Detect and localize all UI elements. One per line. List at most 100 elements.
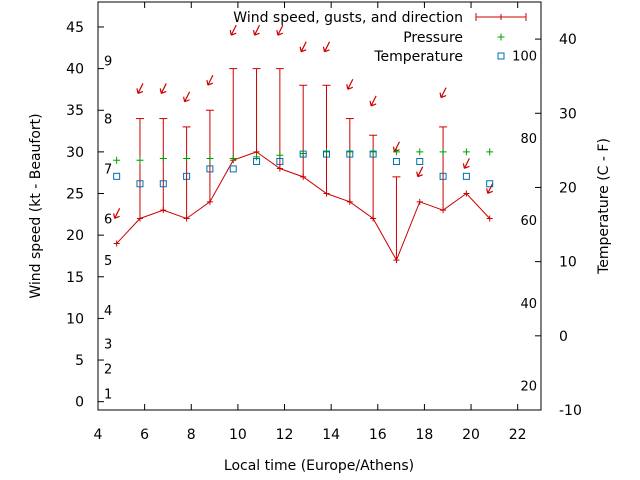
temperature-point xyxy=(276,157,284,165)
wind-speed-point xyxy=(136,215,143,222)
x-tick-label: 16 xyxy=(369,427,387,443)
y-axis-label-left: Wind speed (kt - Beaufort) xyxy=(28,113,44,298)
beaufort-label: 3 xyxy=(104,337,112,352)
temperature-point xyxy=(229,165,237,173)
wind-speed-point xyxy=(206,198,213,205)
temperature-point xyxy=(322,150,330,158)
wind-speed-point xyxy=(416,198,423,205)
plot-frame xyxy=(97,1,542,411)
wind-speed-point xyxy=(113,240,120,247)
y-axis-label-right: Temperature (C - F) xyxy=(596,138,612,275)
x-tick-label: 20 xyxy=(462,427,480,443)
fahrenheit-label: 100 xyxy=(512,49,537,64)
x-tick-label: 18 xyxy=(416,427,434,443)
temperature-point xyxy=(113,172,121,180)
inner-scales: 1 2 3 4 5 6 7 8 9 20 40 60 80 100 xyxy=(104,49,537,402)
beaufort-label: 9 xyxy=(104,54,112,69)
beaufort-label: 4 xyxy=(104,304,112,319)
fahrenheit-label: 40 xyxy=(520,297,537,312)
y-right-tick-label: 0 xyxy=(559,329,568,345)
fahrenheit-label: 80 xyxy=(520,132,537,147)
x-tick-label: 6 xyxy=(140,427,149,443)
pressure-point xyxy=(136,156,144,164)
x-tick-label: 22 xyxy=(509,427,527,443)
x-axis-label: Local time (Europe/Athens) xyxy=(224,458,414,474)
axis-ticks xyxy=(97,2,541,411)
x-tick-label: 10 xyxy=(229,427,247,443)
temperature-point xyxy=(392,157,400,165)
beaufort-label: 1 xyxy=(104,387,112,402)
beaufort-label: 8 xyxy=(104,113,112,128)
pressure-point xyxy=(276,151,284,159)
wind-speed-point xyxy=(183,215,190,222)
wind-direction-arrow xyxy=(322,41,331,53)
temperature-point xyxy=(369,150,377,158)
y-left-tick-label: 0 xyxy=(75,395,84,411)
y-right-tick-label: 20 xyxy=(559,180,577,196)
y-left-tick-label: 45 xyxy=(66,20,84,36)
pressure-point xyxy=(113,156,121,164)
legend-label-temperature: Temperature xyxy=(373,49,463,65)
wind-speed-point xyxy=(463,190,470,197)
pressure-point xyxy=(392,148,400,156)
temperature-point xyxy=(183,172,191,180)
legend-swatch-pressure xyxy=(497,33,505,41)
plot-marks xyxy=(113,24,494,264)
pressure-point xyxy=(159,155,167,163)
y-right-tick-label: -10 xyxy=(559,403,582,419)
wind-direction-arrow xyxy=(462,158,470,169)
wind-speed-point xyxy=(276,165,283,172)
pressure-point xyxy=(462,148,470,156)
fahrenheit-label: 60 xyxy=(520,214,537,229)
y-right-tick-label: 30 xyxy=(559,106,577,122)
pressure-point xyxy=(486,148,494,156)
wind-speed-point xyxy=(440,207,447,214)
x-tick-label: 8 xyxy=(187,427,196,443)
beaufort-label: 7 xyxy=(104,163,112,178)
wind-direction-arrow xyxy=(416,166,424,178)
beaufort-label: 5 xyxy=(104,254,112,269)
beaufort-label: 6 xyxy=(104,212,112,227)
pressure-point xyxy=(206,155,214,163)
legend-label-pressure: Pressure xyxy=(403,30,463,46)
y-left-tick-label: 5 xyxy=(75,353,84,369)
temperature-point xyxy=(486,180,494,188)
x-tick-label: 12 xyxy=(276,427,294,443)
y-right-tick-label: 10 xyxy=(559,255,577,271)
y-left-tick-label: 15 xyxy=(66,270,84,286)
pressure-point xyxy=(322,148,330,156)
y-left-tick-label: 20 xyxy=(66,228,84,244)
y-left-tick-label: 35 xyxy=(66,103,84,119)
wind-speed-point xyxy=(300,173,307,180)
pressure-point xyxy=(346,148,354,156)
wind-direction-arrow xyxy=(229,24,237,36)
temperature-point xyxy=(253,157,261,165)
y-left-tick-label: 10 xyxy=(66,311,84,327)
y-right-tick-label: 40 xyxy=(559,32,577,48)
temperature-point xyxy=(439,172,447,180)
temperature-point xyxy=(416,157,424,165)
temperature-point xyxy=(299,150,307,158)
wind-direction-arrow xyxy=(276,24,284,36)
temperature-point xyxy=(206,165,214,173)
wind-direction-arrow xyxy=(439,87,447,99)
fahrenheit-label: 20 xyxy=(520,380,537,395)
wind-direction-arrow xyxy=(299,41,307,53)
pressure-point xyxy=(416,148,424,156)
wind-direction-arrow xyxy=(136,83,144,94)
pressure-point xyxy=(229,155,237,163)
pressure-point xyxy=(253,153,261,161)
wind-direction-arrow xyxy=(113,208,121,219)
wind-speed-point xyxy=(393,257,400,264)
wind-speed-point xyxy=(323,190,330,197)
wind-direction-arrow xyxy=(369,95,377,107)
legend: Wind speed, gusts, and direction Pressure… xyxy=(233,10,527,65)
temperature-point xyxy=(136,180,144,188)
x-tick-label: 14 xyxy=(322,427,340,443)
tick-labels: 4 6 8 10 12 14 16 18 20 22051015202530354045-1001… xyxy=(66,20,582,443)
y-left-tick-label: 30 xyxy=(66,145,84,161)
pressure-point xyxy=(369,148,377,156)
beaufort-label: 2 xyxy=(104,362,112,377)
wind-speed-point xyxy=(486,215,493,222)
